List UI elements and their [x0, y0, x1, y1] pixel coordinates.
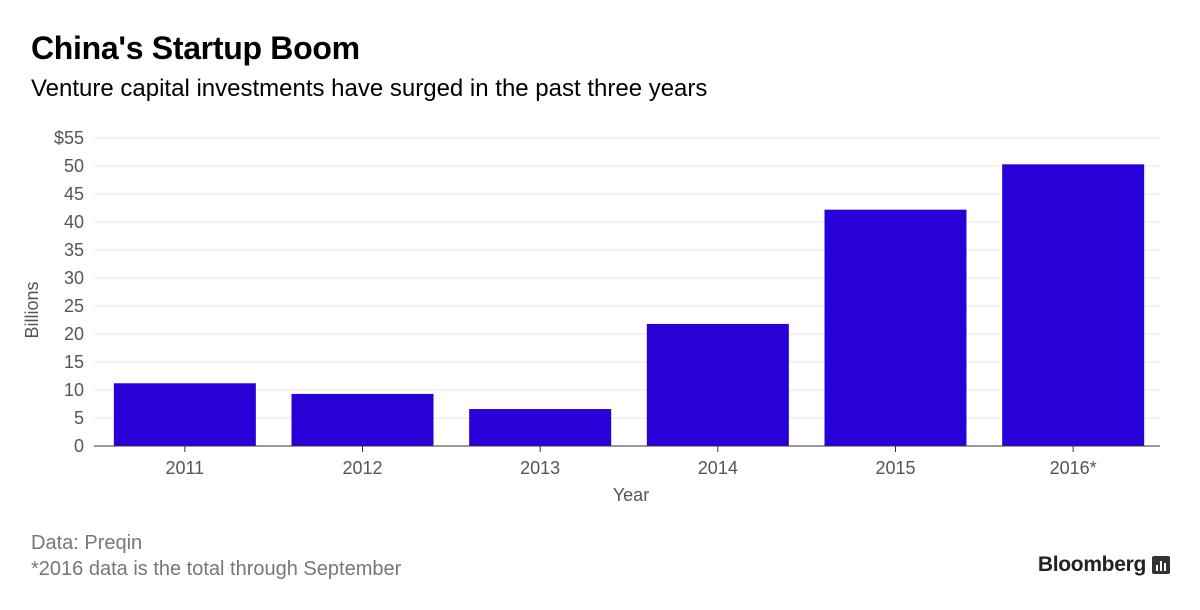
bar-2015 — [824, 209, 967, 446]
x-tick-label: 2011 — [165, 458, 204, 478]
bar-2014 — [646, 323, 789, 446]
bloomberg-logo: Bloomberg — [1038, 553, 1170, 577]
y-tick-label: 0 — [74, 436, 84, 456]
bar-2011 — [113, 383, 256, 446]
y-tick-label: 25 — [64, 296, 84, 316]
source-text: Data: Preqin — [31, 532, 143, 554]
x-axis-label: Year — [613, 485, 649, 505]
gridlines — [94, 137, 1160, 419]
y-tick-label: 30 — [64, 268, 84, 288]
chart-subtitle: Venture capital investments have surged … — [31, 75, 708, 102]
x-axis-ticks: 2011 2012 2013 2014 2015 2016* — [165, 446, 1097, 478]
y-tick-label: 15 — [64, 352, 84, 372]
bars — [113, 164, 1145, 446]
footnote-text: *2016 data is the total through Septembe… — [31, 558, 402, 580]
bar-2016 — [1002, 164, 1145, 446]
y-tick-label: 20 — [64, 324, 84, 344]
x-tick-label: 2013 — [520, 458, 560, 478]
y-tick-label: 5 — [74, 408, 84, 428]
y-axis-ticks: 0 5 10 15 20 25 30 35 40 45 50 $55 — [54, 128, 84, 456]
y-tick-label: 35 — [64, 240, 84, 260]
y-tick-label: 45 — [64, 184, 84, 204]
y-tick-label: 40 — [64, 212, 84, 232]
brand-text: Bloomberg — [1037, 553, 1146, 576]
y-tick-label: 50 — [64, 156, 84, 176]
chart-title: China's Startup Boom — [31, 30, 360, 66]
source-notes: Data: Preqin *2016 data is the total thr… — [31, 530, 401, 582]
y-tick-label: $55 — [54, 128, 84, 148]
x-tick-label: 2012 — [342, 458, 382, 478]
bar-2013 — [469, 409, 612, 446]
y-axis-label: Billions — [22, 281, 42, 338]
bar-2012 — [291, 393, 434, 446]
bloomberg-terminal-icon — [1152, 556, 1170, 574]
y-tick-label: 10 — [64, 380, 84, 400]
x-tick-label: 2014 — [698, 458, 738, 478]
x-tick-label: 2016* — [1050, 458, 1097, 478]
x-tick-label: 2015 — [875, 458, 915, 478]
